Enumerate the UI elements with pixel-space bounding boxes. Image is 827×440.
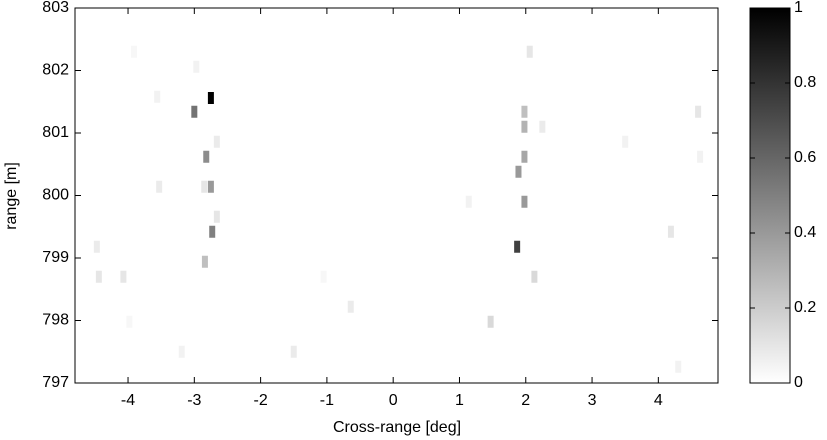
colorbar-tick-label: 0.4 (794, 224, 816, 241)
heat-cell (207, 180, 214, 193)
heat-cell (120, 270, 127, 283)
heat-cell (191, 105, 198, 118)
x-axis-label: Cross-range [deg] (333, 419, 461, 436)
colorbar-tick-label: 1 (794, 0, 803, 16)
heat-cell (213, 135, 220, 148)
heat-cell (126, 315, 133, 328)
heat-cell (465, 195, 472, 208)
y-tick-label: 800 (42, 187, 69, 204)
y-tick-label: 797 (42, 374, 69, 391)
y-tick-label: 799 (42, 249, 69, 266)
heat-cell (521, 120, 528, 133)
heat-cell (521, 150, 528, 163)
heat-cell (320, 270, 327, 283)
heat-cell (130, 45, 137, 58)
heat-cell (622, 135, 629, 148)
x-tick-label: 3 (588, 392, 597, 409)
heat-cell (209, 225, 216, 238)
heat-cell (203, 150, 210, 163)
heat-cell (531, 270, 538, 283)
heat-cell (487, 315, 494, 328)
colorbar-tick-label: 0.8 (794, 74, 816, 91)
heat-cell (521, 195, 528, 208)
x-tick-label: 0 (389, 392, 398, 409)
heat-cell (526, 45, 533, 58)
heat-cell (515, 165, 522, 178)
colorbar-tick-label: 0.2 (794, 299, 816, 316)
x-tick-label: -3 (187, 392, 201, 409)
heat-cell (667, 225, 674, 238)
plot-frame (74, 7, 719, 384)
heat-cell (193, 60, 200, 73)
heat-cell (154, 90, 161, 103)
heat-cell (347, 300, 354, 313)
heat-cell (521, 105, 528, 118)
x-tick-label: 4 (654, 392, 663, 409)
x-tick-label: -1 (320, 392, 334, 409)
heat-cell (514, 240, 521, 253)
heat-cell (95, 270, 102, 283)
colorbar (749, 7, 791, 384)
y-tick-label: 803 (42, 0, 69, 16)
x-tick-label: 2 (521, 392, 530, 409)
heat-cell (93, 240, 100, 253)
heat-cell (539, 120, 546, 133)
heat-cell (695, 105, 702, 118)
heat-cell (697, 150, 704, 163)
y-axis-label: range [m] (3, 162, 20, 230)
x-tick-label: 1 (455, 392, 464, 409)
y-tick-label: 801 (42, 124, 69, 141)
colorbar-tick-label: 0.6 (794, 149, 816, 166)
x-tick-label: -4 (121, 392, 135, 409)
heat-cell (178, 345, 185, 358)
heat-cell (675, 360, 682, 373)
colorbar-tick-label: 0 (794, 374, 803, 391)
heat-cell (290, 345, 297, 358)
heat-cell (201, 180, 208, 193)
heat-cell (213, 210, 220, 223)
heat-cell (207, 92, 214, 104)
heat-cell (201, 255, 208, 268)
y-tick-label: 802 (42, 62, 69, 79)
heat-cell (156, 180, 163, 193)
y-tick-label: 798 (42, 312, 69, 329)
x-tick-label: -2 (253, 392, 267, 409)
